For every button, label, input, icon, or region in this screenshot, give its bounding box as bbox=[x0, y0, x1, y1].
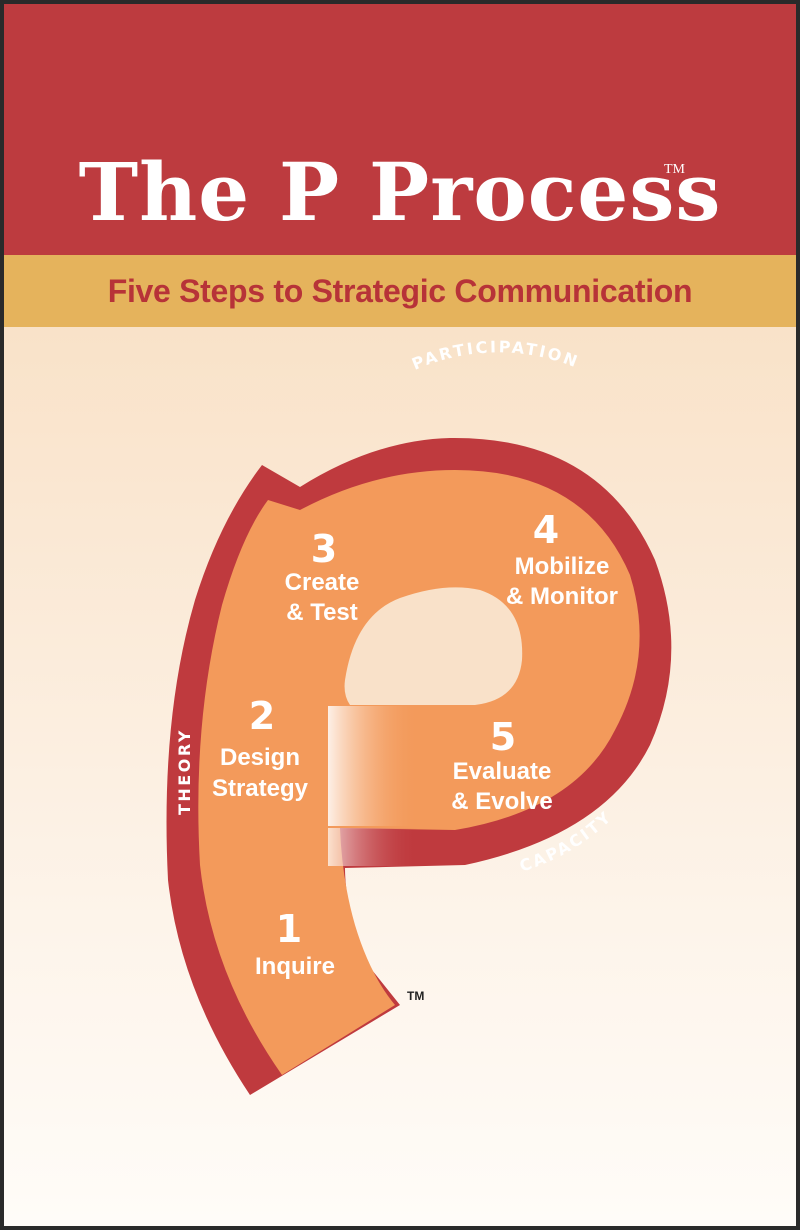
diagram-trademark: TM bbox=[407, 989, 424, 1003]
inner-hole bbox=[344, 587, 523, 705]
step-2-line1: Design bbox=[220, 744, 300, 771]
page-title: The P Process bbox=[78, 145, 722, 239]
step-2: 2 Design Strategy bbox=[212, 694, 309, 802]
step-4-line1: Mobilize bbox=[515, 553, 610, 580]
step-3-line2: & Test bbox=[286, 599, 358, 626]
theory-label: THEORY bbox=[175, 728, 194, 815]
step-1: 1 Inquire bbox=[255, 907, 335, 980]
orange-p-body bbox=[198, 470, 640, 1075]
step-4-number: 4 bbox=[533, 508, 559, 552]
join-highlight bbox=[328, 706, 418, 826]
title-header: The P Process TM bbox=[4, 4, 796, 255]
step-4: 4 Mobilize & Monitor bbox=[506, 508, 618, 610]
step-5-line1: Evaluate bbox=[453, 758, 552, 785]
step-2-line2: Strategy bbox=[212, 775, 309, 802]
page-subtitle: Five Steps to Strategic Communication bbox=[107, 273, 693, 309]
step-2-number: 2 bbox=[249, 694, 275, 738]
step-5-number: 5 bbox=[490, 715, 516, 759]
step-4-line2: & Monitor bbox=[506, 583, 618, 610]
step-3-line1: Create bbox=[285, 569, 360, 596]
title-trademark: TM bbox=[664, 162, 685, 177]
subtitle-band: Five Steps to Strategic Communication bbox=[4, 255, 796, 327]
step-3: 3 Create & Test bbox=[285, 527, 360, 626]
participation-label: PARTICIPATION bbox=[409, 337, 582, 373]
step-5: 5 Evaluate & Evolve bbox=[451, 715, 552, 815]
step-1-line1: Inquire bbox=[255, 953, 335, 980]
join-highlight-red bbox=[328, 828, 418, 866]
step-5-line2: & Evolve bbox=[451, 788, 552, 815]
step-1-number: 1 bbox=[276, 907, 302, 951]
step-3-number: 3 bbox=[311, 527, 337, 571]
